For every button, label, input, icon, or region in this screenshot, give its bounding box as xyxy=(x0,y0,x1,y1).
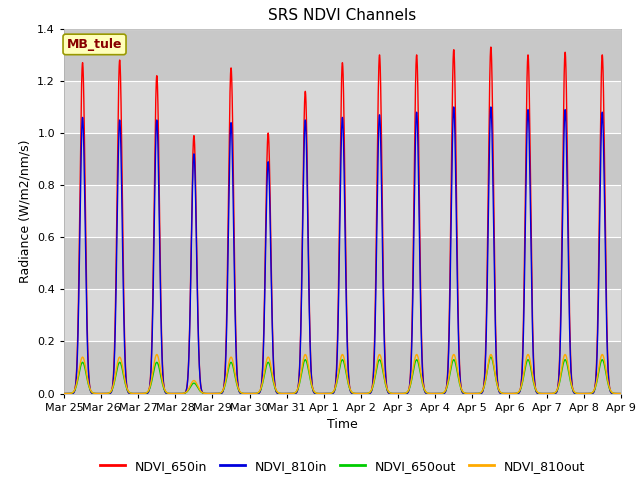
NDVI_650in xyxy=(173,391,181,396)
NDVI_650out xyxy=(60,391,68,396)
NDVI_810out xyxy=(269,372,276,378)
Line: NDVI_810out: NDVI_810out xyxy=(64,355,621,394)
NDVI_810in xyxy=(173,391,181,396)
Y-axis label: Radiance (W/m2/nm/s): Radiance (W/m2/nm/s) xyxy=(19,140,31,283)
NDVI_650out xyxy=(173,391,181,396)
NDVI_810in xyxy=(269,333,276,339)
NDVI_810out xyxy=(598,352,606,358)
NDVI_650in xyxy=(487,44,495,50)
NDVI_810out xyxy=(499,390,506,396)
NDVI_810in xyxy=(617,391,625,396)
NDVI_810in xyxy=(246,391,253,396)
Title: SRS NDVI Channels: SRS NDVI Channels xyxy=(268,9,417,24)
Bar xyxy=(64,81,621,133)
Bar xyxy=(64,289,621,341)
NDVI_650out xyxy=(179,391,187,396)
NDVI_810out xyxy=(60,391,68,396)
NDVI_810out xyxy=(179,391,187,396)
Text: MB_tule: MB_tule xyxy=(67,38,122,51)
NDVI_810out xyxy=(617,391,625,396)
NDVI_650out xyxy=(419,384,427,390)
NDVI_650in xyxy=(617,391,625,396)
NDVI_650out xyxy=(269,375,276,381)
Line: NDVI_650out: NDVI_650out xyxy=(64,357,621,394)
Bar xyxy=(64,29,621,81)
NDVI_650out xyxy=(617,391,625,396)
NDVI_810in xyxy=(179,391,187,396)
Bar xyxy=(64,237,621,289)
NDVI_810in xyxy=(499,391,506,396)
NDVI_650out xyxy=(487,354,495,360)
NDVI_650in xyxy=(172,391,179,396)
NDVI_810in xyxy=(60,391,68,396)
Bar xyxy=(64,185,621,237)
Line: NDVI_810in: NDVI_810in xyxy=(64,107,621,394)
NDVI_650out xyxy=(172,391,179,396)
NDVI_650out xyxy=(615,391,623,396)
NDVI_810out xyxy=(419,383,427,389)
NDVI_650in xyxy=(179,391,187,396)
NDVI_650in xyxy=(615,391,623,396)
NDVI_810out xyxy=(173,391,181,396)
NDVI_810out xyxy=(172,391,179,396)
X-axis label: Time: Time xyxy=(327,418,358,431)
NDVI_650in xyxy=(419,378,427,384)
NDVI_650in xyxy=(269,326,276,332)
Bar xyxy=(64,341,621,394)
NDVI_810out xyxy=(615,391,623,396)
NDVI_650in xyxy=(60,391,68,396)
NDVI_810in xyxy=(487,104,495,110)
Line: NDVI_650in: NDVI_650in xyxy=(64,47,621,394)
NDVI_810in xyxy=(615,391,623,396)
NDVI_810in xyxy=(419,380,427,386)
Legend: NDVI_650in, NDVI_810in, NDVI_650out, NDVI_810out: NDVI_650in, NDVI_810in, NDVI_650out, NDV… xyxy=(95,455,590,478)
Bar xyxy=(64,133,621,185)
NDVI_650out xyxy=(499,390,506,396)
NDVI_650in xyxy=(499,391,506,396)
